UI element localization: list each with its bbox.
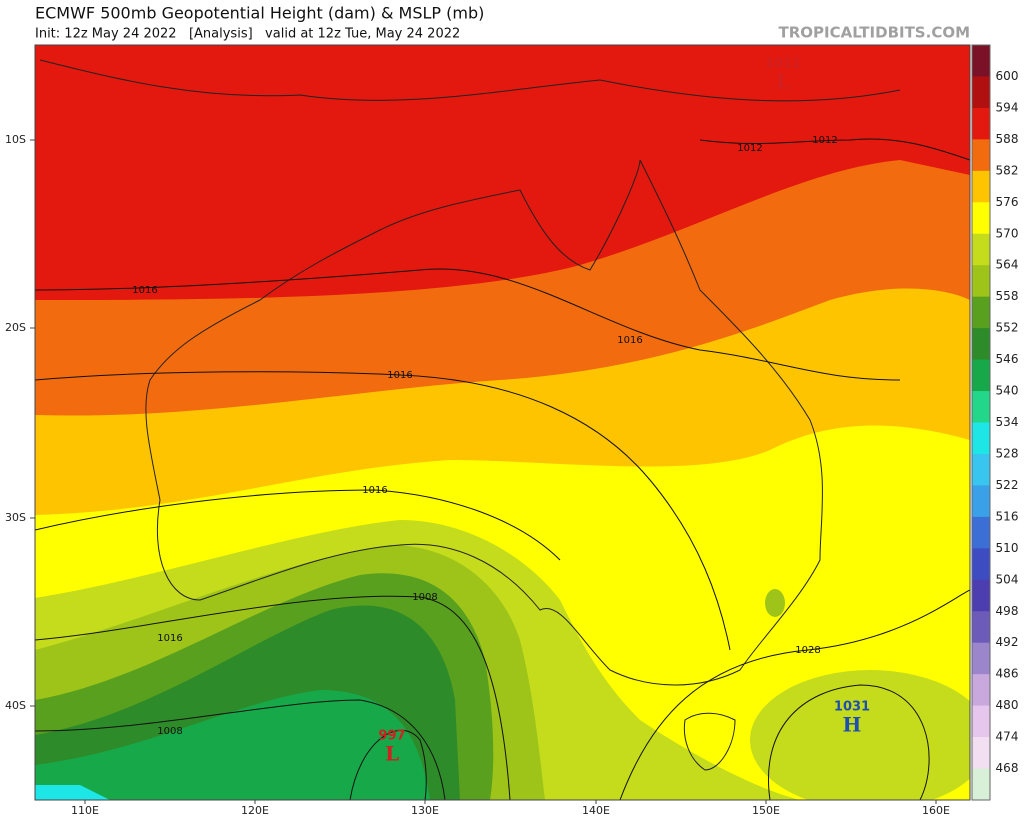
colorbar-swatch [972, 485, 990, 518]
isobar [35, 371, 731, 651]
isobar-label: 1016 [132, 285, 157, 296]
colorbar-label: 540 [996, 384, 1019, 398]
colorbar-swatch [972, 391, 990, 423]
title: ECMWF 500mb Geopotential Height (dam) & … [35, 4, 484, 23]
isobar-label: 1008 [412, 592, 437, 603]
colorbar-swatch [972, 139, 990, 172]
lon-label: 150E [752, 804, 780, 817]
colorbar-swatch [972, 202, 990, 235]
colorbar-swatch [972, 453, 990, 486]
colorbar-swatch [972, 359, 990, 392]
colorbar-label: 486 [996, 667, 1019, 681]
colorbar-swatch [972, 611, 990, 644]
pressure-value: 1011 [765, 57, 801, 72]
band-558-blob [765, 589, 785, 617]
isobar-label: 1012 [812, 135, 837, 146]
subtitle: Init: 12z May 24 2022 [Analysis] valid a… [35, 27, 460, 42]
coastline-australia [145, 159, 823, 686]
colorbar-label: 492 [996, 635, 1019, 649]
isobar [699, 138, 970, 161]
lon-label: 120E [241, 804, 269, 817]
colorbar-label: 552 [996, 321, 1019, 335]
colorbar-label: 516 [996, 509, 1019, 523]
pressure-value: 1031 [834, 700, 870, 715]
axes: 10S 20S 30S 40S 110E 120E 130E 140E 150E 160E [5, 133, 950, 817]
colorbar-label: 504 [996, 572, 1019, 586]
lon-label: 110E [71, 804, 99, 817]
colorbar-frame [971, 44, 991, 801]
colorbar-label: 576 [996, 195, 1019, 209]
isobar-label: 1016 [387, 370, 412, 381]
colorbar-swatch [972, 76, 990, 109]
colorbar-swatch [972, 705, 990, 738]
isobar [35, 489, 561, 561]
isobar-label: 1012 [737, 143, 762, 154]
isobar [35, 699, 446, 800]
band-534 [35, 785, 110, 800]
lon-label: 160E [922, 804, 950, 817]
isobar-label: 1008 [157, 726, 182, 737]
coastline-tasmania [683, 712, 736, 771]
colorbar-swatch [972, 642, 990, 675]
lat-label: 10S [5, 133, 26, 146]
coastline-north [39, 59, 901, 102]
colorbar-label: 594 [996, 100, 1019, 114]
colorbar-swatch [972, 674, 990, 707]
colorbar-label: 582 [996, 163, 1019, 177]
colorbar-swatch [972, 579, 990, 612]
colorbar-swatch [972, 296, 990, 329]
isobar [35, 595, 511, 800]
colorbar-label: 510 [996, 541, 1019, 555]
pressure-letter: H [843, 713, 862, 737]
band-540 [35, 690, 430, 800]
colorbar-label: 546 [996, 352, 1019, 366]
isobar-label: 1016 [362, 485, 387, 496]
colorbar-swatch [972, 170, 990, 203]
band-564-east [750, 670, 970, 800]
colorbar-label: 558 [996, 289, 1019, 303]
isobar-label: 1016 [157, 633, 182, 644]
pressure-value: 997 [378, 729, 405, 744]
isobar-label: 1016 [617, 335, 642, 346]
lat-label: 30S [5, 511, 26, 524]
colorbar-swatch [972, 45, 990, 77]
colorbar-label: 588 [996, 132, 1019, 146]
colorbar-label: 570 [996, 226, 1019, 240]
colorbar-label: 474 [996, 730, 1019, 744]
colorbar-swatch [972, 548, 990, 581]
isobar [349, 729, 427, 800]
colorbar-label: 480 [996, 698, 1019, 712]
lat-label: 40S [5, 699, 26, 712]
colorbar-label: 564 [996, 258, 1019, 272]
isobar [768, 684, 930, 800]
pressure-letter: L [385, 742, 399, 766]
colorbar-swatch [972, 422, 990, 455]
map: 1016 1016 1016 1016 1016 1012 1012 1008 1008 1028… [35, 45, 970, 800]
isobar [35, 268, 901, 381]
isobar [619, 589, 970, 800]
lon-label: 130E [411, 804, 439, 817]
isobar-label: 1028 [795, 645, 820, 656]
colorbar-swatch [972, 233, 990, 266]
colorbar-swatch [972, 328, 990, 361]
colorbar-label: 522 [996, 478, 1019, 492]
map-labels: 1016 1016 1016 1016 1016 1012 1012 1008 1008 1028… [132, 57, 870, 766]
colorbar-label: 534 [996, 415, 1019, 429]
site-name: TROPICALTIDBITS.COM [779, 24, 971, 42]
colorbar-label: 498 [996, 604, 1019, 618]
colorbar-swatch [972, 107, 990, 140]
colorbar-swatch [972, 265, 990, 298]
map-frame [34, 44, 971, 801]
lon-label: 140E [582, 804, 610, 817]
colorbar-swatch [972, 516, 990, 549]
colorbar-label: 600 [996, 69, 1019, 83]
lat-label: 20S [5, 321, 26, 334]
pressure-letter: L [776, 70, 790, 94]
colorbar: 600 594 588 582 576 570 564 558 552 546 540 534 528 5… [971, 44, 1019, 801]
colorbar-swatch [972, 737, 990, 770]
colorbar-swatch [972, 768, 990, 801]
colorbar-label: 528 [996, 446, 1019, 460]
colorbar-label: 468 [996, 761, 1019, 775]
